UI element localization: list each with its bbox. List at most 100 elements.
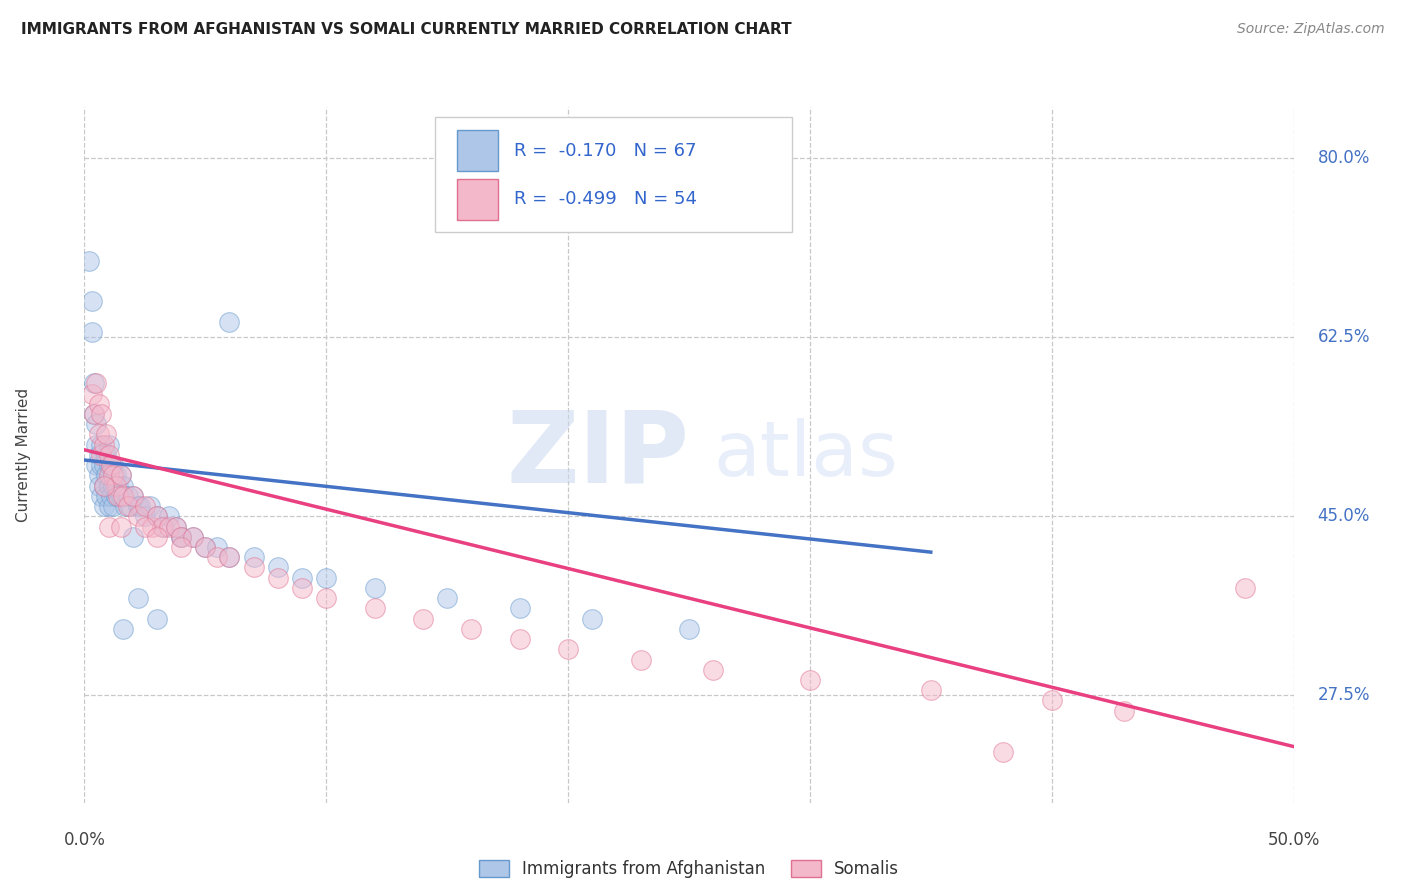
- Point: [80, 294, 103, 309]
- Point: [97, 499, 120, 513]
- Point: [83, 376, 105, 391]
- Point: [363, 601, 385, 615]
- Point: [110, 519, 132, 533]
- Point: [112, 478, 135, 492]
- Point: [87, 397, 110, 411]
- Point: [291, 571, 314, 585]
- Point: [170, 530, 193, 544]
- Point: [207, 540, 229, 554]
- Point: [363, 581, 385, 595]
- Point: [242, 560, 264, 574]
- Text: Source: ZipAtlas.com: Source: ZipAtlas.com: [1237, 22, 1385, 37]
- Point: [242, 550, 264, 565]
- Point: [103, 499, 125, 513]
- Text: atlas: atlas: [713, 418, 898, 491]
- Point: [1114, 704, 1136, 718]
- Point: [157, 519, 180, 533]
- Point: [87, 468, 110, 483]
- Point: [87, 478, 110, 492]
- Point: [110, 468, 132, 483]
- Point: [291, 581, 314, 595]
- Point: [94, 427, 117, 442]
- Point: [97, 519, 120, 533]
- Point: [100, 489, 122, 503]
- Point: [436, 591, 458, 606]
- Point: [194, 540, 217, 554]
- Point: [103, 468, 125, 483]
- Point: [93, 478, 115, 492]
- Point: [97, 478, 120, 492]
- Text: 50.0%: 50.0%: [1267, 830, 1320, 848]
- Text: 80.0%: 80.0%: [1317, 149, 1369, 167]
- Text: 27.5%: 27.5%: [1317, 686, 1371, 705]
- Point: [90, 458, 112, 472]
- Point: [207, 550, 229, 565]
- Point: [94, 448, 117, 462]
- Point: [107, 489, 129, 503]
- Point: [121, 489, 143, 503]
- Point: [146, 530, 169, 544]
- Point: [87, 448, 110, 462]
- Point: [87, 427, 110, 442]
- FancyBboxPatch shape: [457, 130, 498, 171]
- Point: [83, 407, 105, 421]
- Point: [581, 612, 603, 626]
- Point: [153, 519, 176, 533]
- Point: [920, 683, 942, 698]
- FancyBboxPatch shape: [457, 178, 498, 219]
- Point: [134, 509, 156, 524]
- Point: [150, 519, 173, 533]
- Point: [90, 448, 112, 462]
- Point: [127, 499, 149, 513]
- Point: [678, 622, 700, 636]
- Point: [170, 530, 193, 544]
- Point: [267, 571, 290, 585]
- Point: [993, 745, 1015, 759]
- Point: [315, 591, 337, 606]
- Point: [104, 489, 127, 503]
- Point: [117, 499, 139, 513]
- Point: [86, 376, 108, 391]
- Point: [100, 458, 122, 472]
- Point: [83, 407, 105, 421]
- Point: [134, 519, 156, 533]
- Point: [146, 612, 169, 626]
- Point: [194, 540, 217, 554]
- Point: [134, 499, 156, 513]
- Point: [165, 519, 187, 533]
- Point: [100, 458, 122, 472]
- Point: [1234, 581, 1257, 595]
- Point: [80, 325, 103, 339]
- Point: [117, 489, 139, 503]
- Point: [77, 253, 100, 268]
- Point: [97, 448, 120, 462]
- Point: [181, 530, 204, 544]
- Legend: Immigrants from Afghanistan, Somalis: Immigrants from Afghanistan, Somalis: [472, 854, 905, 885]
- Point: [141, 519, 163, 533]
- Point: [90, 489, 112, 503]
- Point: [114, 499, 136, 513]
- Point: [97, 438, 120, 452]
- Text: 0.0%: 0.0%: [63, 830, 105, 848]
- Text: Currently Married: Currently Married: [17, 388, 31, 522]
- Point: [93, 438, 115, 452]
- Point: [86, 438, 108, 452]
- Point: [138, 499, 160, 513]
- Point: [86, 417, 108, 432]
- Point: [90, 438, 112, 452]
- Point: [181, 530, 204, 544]
- Text: R =  -0.499   N = 54: R = -0.499 N = 54: [513, 190, 696, 208]
- Point: [702, 663, 724, 677]
- Point: [93, 478, 115, 492]
- Point: [110, 468, 132, 483]
- Point: [315, 571, 337, 585]
- Point: [557, 642, 579, 657]
- Point: [97, 458, 120, 472]
- Point: [94, 468, 117, 483]
- Point: [630, 652, 652, 666]
- Point: [127, 591, 149, 606]
- Point: [127, 509, 149, 524]
- Point: [80, 386, 103, 401]
- Text: ZIP: ZIP: [506, 407, 689, 503]
- Point: [412, 612, 434, 626]
